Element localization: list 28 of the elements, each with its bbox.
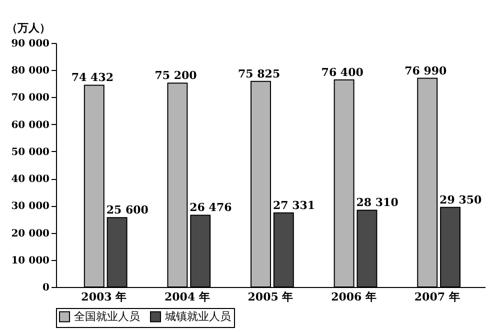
x-tick-label: 2007 年	[414, 290, 460, 304]
legend-label: 城镇就业人员	[164, 310, 231, 323]
x-tick-label: 2006 年	[331, 290, 377, 304]
y-tick-label: 60 000	[11, 120, 50, 131]
y-tick-label: 70 000	[11, 92, 50, 104]
data-label: 74 432	[71, 71, 114, 84]
data-label: 28 310	[356, 196, 399, 210]
y-tick-label: 20 000	[11, 228, 50, 240]
y-tick-label: 0	[42, 282, 50, 294]
y-tick-label: 30 000	[11, 201, 50, 212]
y-tick-label: 40 000	[11, 174, 50, 186]
y-tick-label: 50 000	[11, 146, 50, 158]
data-label: 25 600	[106, 204, 149, 217]
data-label: 76 400	[321, 66, 364, 79]
x-tick-label: 2005 年	[248, 290, 294, 304]
x-tick-label: 2004 年	[164, 290, 210, 304]
data-label: 29 350	[440, 193, 482, 206]
data-label: 76 990	[404, 64, 448, 78]
data-label: 75 200	[154, 69, 198, 82]
data-label: 26 476	[190, 201, 232, 214]
data-label: 27 331	[272, 198, 316, 212]
x-tick-label: 2003 年	[81, 290, 127, 304]
legend-label: 全国就业人员	[74, 310, 140, 323]
y-tick-label: 90 000	[11, 38, 50, 50]
y-tick-label: 10 000	[11, 255, 50, 266]
y-axis-title: （万人）	[6, 22, 50, 34]
y-tick-label: 80 000	[11, 66, 50, 77]
data-label: 75 825	[238, 67, 280, 80]
